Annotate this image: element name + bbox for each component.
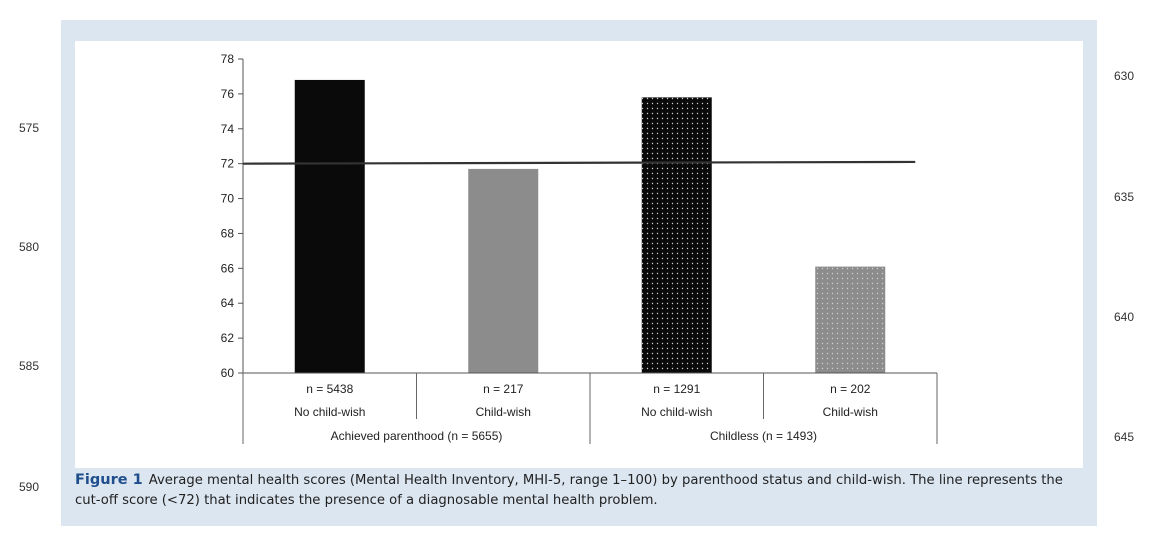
group-label: Childless (n = 1493) [710,429,817,443]
y-tick-label: 62 [221,331,235,345]
line-number: 640 [1114,310,1135,324]
category-label: No child-wish [641,405,712,419]
y-tick-label: 60 [221,366,235,380]
line-number: 575 [19,121,40,135]
y-tick-label: 72 [221,157,235,171]
line-number: 580 [19,240,40,254]
y-tick-label: 66 [221,261,235,275]
y-tick-label: 64 [221,296,235,310]
group-label: Achieved parenthood (n = 5655) [331,429,503,443]
y-tick-label: 70 [221,192,235,206]
line-number: 585 [19,359,40,373]
y-tick-label: 74 [221,122,235,136]
line-number: 630 [1114,69,1135,83]
bar [468,168,539,373]
bar [294,79,365,373]
figure-panel: 60 62 64 66 68 70 72 74 76 78 n = 5438 No child-wis… [61,20,1097,526]
category-label: No child-wish [294,405,365,419]
category-label: Child-wish [476,405,531,419]
category-label: Child-wish [823,405,878,419]
bar-dot-overlay [815,266,886,373]
line-number: 590 [19,480,40,494]
chart-area: 60 62 64 66 68 70 72 74 76 78 n = 5438 No child-wis… [75,41,1083,468]
caption-text: Average mental health scores (Mental Hea… [75,473,1063,508]
figure-caption: Figure 1 Average mental health scores (Me… [75,470,1087,511]
n-label: n = 5438 [306,382,353,396]
n-label: n = 217 [483,382,524,396]
n-label: n = 202 [830,382,871,396]
bar-dot-overlay [641,97,712,373]
bar-chart: 60 62 64 66 68 70 72 74 76 78 n = 5438 No child-wis… [221,52,938,444]
figure-label: Figure 1 [75,472,143,488]
n-label: n = 1291 [653,382,700,396]
y-tick-label: 78 [221,52,235,66]
line-number: 645 [1114,430,1135,444]
line-number: 635 [1114,190,1135,204]
y-tick-label: 68 [221,226,235,240]
y-tick-label: 76 [221,87,235,101]
cutoff-line [242,160,916,165]
